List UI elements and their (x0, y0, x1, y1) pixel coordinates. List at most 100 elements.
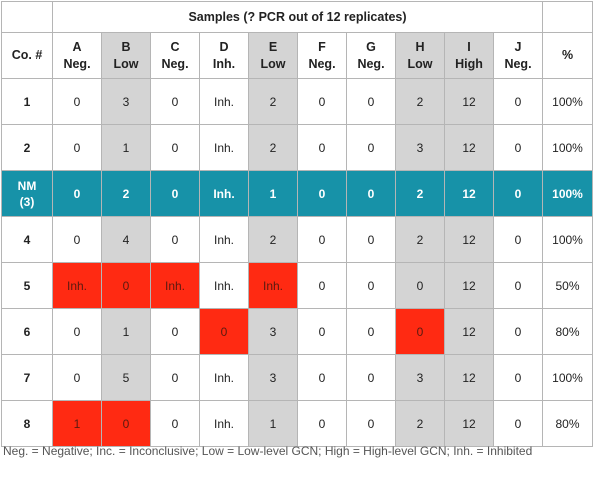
cell-h: 2 (395, 400, 445, 447)
cell-pct: 100% (542, 354, 593, 401)
table-row-highlighted: NM (3) 0 2 0 Inh. 1 0 0 2 12 0 100% (1, 170, 593, 217)
cell-b-flagged: 0 (101, 400, 151, 447)
table-row: 6 0 1 0 0 3 0 0 0 12 0 80% (1, 308, 593, 355)
cell-b: 4 (101, 216, 151, 263)
cell-c-flagged: Inh. (150, 262, 200, 309)
cell-c: 0 (150, 216, 200, 263)
row-id: NM (3) (1, 170, 53, 217)
cell-e: 3 (248, 354, 298, 401)
cell-j: 0 (493, 216, 543, 263)
table-row: 4 0 4 0 Inh. 2 0 0 2 12 0 100% (1, 216, 593, 263)
cell-h: 0 (395, 262, 445, 309)
cell-g: 0 (346, 400, 396, 447)
header-f: F Neg. (297, 32, 347, 79)
cell-c: 0 (150, 124, 200, 171)
cell-c: 0 (150, 400, 200, 447)
cell-f: 0 (297, 170, 347, 217)
corner-cell-right (542, 1, 593, 33)
cell-j: 0 (493, 308, 543, 355)
cell-c: 0 (150, 170, 200, 217)
table-row: 7 0 5 0 Inh. 3 0 0 3 12 0 100% (1, 354, 593, 401)
cell-f: 0 (297, 216, 347, 263)
corner-cell (1, 1, 53, 33)
row-id: 4 (1, 216, 53, 263)
cell-h: 3 (395, 124, 445, 171)
cell-f: 0 (297, 262, 347, 309)
cell-g: 0 (346, 262, 396, 309)
cell-i: 12 (444, 124, 494, 171)
cell-h: 2 (395, 170, 445, 217)
cell-a: 0 (52, 124, 102, 171)
cell-a: 0 (52, 78, 102, 125)
cell-f: 0 (297, 400, 347, 447)
header-a: A Neg. (52, 32, 102, 79)
cell-i: 12 (444, 216, 494, 263)
cell-f: 0 (297, 354, 347, 401)
cell-pct: 80% (542, 308, 593, 355)
cell-e: 2 (248, 216, 298, 263)
cell-a: 0 (52, 308, 102, 355)
cell-h-flagged: 0 (395, 308, 445, 355)
table-row: 5 Inh. 0 Inh. Inh. Inh. 0 0 0 12 0 50% (1, 262, 593, 309)
cell-d: Inh. (199, 78, 249, 125)
header-j: J Neg. (493, 32, 543, 79)
cell-e: 1 (248, 170, 298, 217)
cell-g: 0 (346, 354, 396, 401)
table-legend: Neg. = Negative; Inc. = Inconclusive; Lo… (3, 444, 533, 458)
row-id: 6 (1, 308, 53, 355)
cell-g: 0 (346, 216, 396, 263)
table-row: 1 0 3 0 Inh. 2 0 0 2 12 0 100% (1, 78, 593, 125)
cell-i: 12 (444, 354, 494, 401)
cell-a: 0 (52, 216, 102, 263)
cell-i: 12 (444, 262, 494, 309)
table-row: 2 0 1 0 Inh. 2 0 0 3 12 0 100% (1, 124, 593, 171)
cell-i: 12 (444, 78, 494, 125)
cell-j: 0 (493, 262, 543, 309)
cell-f: 0 (297, 124, 347, 171)
title-row: Samples (? PCR out of 12 replicates) (1, 1, 593, 33)
cell-j: 0 (493, 78, 543, 125)
cell-e: 2 (248, 124, 298, 171)
row-id: 7 (1, 354, 53, 401)
cell-a: 0 (52, 354, 102, 401)
cell-d: Inh. (199, 216, 249, 263)
header-row: Co. # A Neg. B Low C Neg. D Inh. E Low F Neg. … (1, 32, 593, 79)
cell-pct: 100% (542, 78, 593, 125)
results-table: Samples (? PCR out of 12 replicates) Co.… (1, 1, 593, 447)
cell-h: 3 (395, 354, 445, 401)
header-g: G Neg. (346, 32, 396, 79)
cell-pct: 100% (542, 170, 593, 217)
cell-pct: 50% (542, 262, 593, 309)
cell-e: 2 (248, 78, 298, 125)
cell-a: 0 (52, 170, 102, 217)
cell-pct: 100% (542, 216, 593, 263)
cell-j: 0 (493, 400, 543, 447)
cell-g: 0 (346, 124, 396, 171)
cell-d: Inh. (199, 170, 249, 217)
cell-h: 2 (395, 78, 445, 125)
cell-d: Inh. (199, 400, 249, 447)
cell-pct: 80% (542, 400, 593, 447)
cell-b-flagged: 0 (101, 262, 151, 309)
cell-e-flagged: Inh. (248, 262, 298, 309)
header-pct: % (542, 32, 593, 79)
table-title: Samples (? PCR out of 12 replicates) (52, 1, 543, 33)
header-c: C Neg. (150, 32, 200, 79)
row-id: 2 (1, 124, 53, 171)
cell-d-flagged: 0 (199, 308, 249, 355)
cell-a-flagged: Inh. (52, 262, 102, 309)
header-d: D Inh. (199, 32, 249, 79)
cell-g: 0 (346, 308, 396, 355)
cell-e: 1 (248, 400, 298, 447)
cell-g: 0 (346, 170, 396, 217)
cell-b: 3 (101, 78, 151, 125)
cell-f: 0 (297, 78, 347, 125)
cell-h: 2 (395, 216, 445, 263)
cell-a-flagged: 1 (52, 400, 102, 447)
cell-b: 2 (101, 170, 151, 217)
cell-c: 0 (150, 78, 200, 125)
cell-c: 0 (150, 354, 200, 401)
cell-b: 1 (101, 308, 151, 355)
cell-pct: 100% (542, 124, 593, 171)
cell-i: 12 (444, 308, 494, 355)
